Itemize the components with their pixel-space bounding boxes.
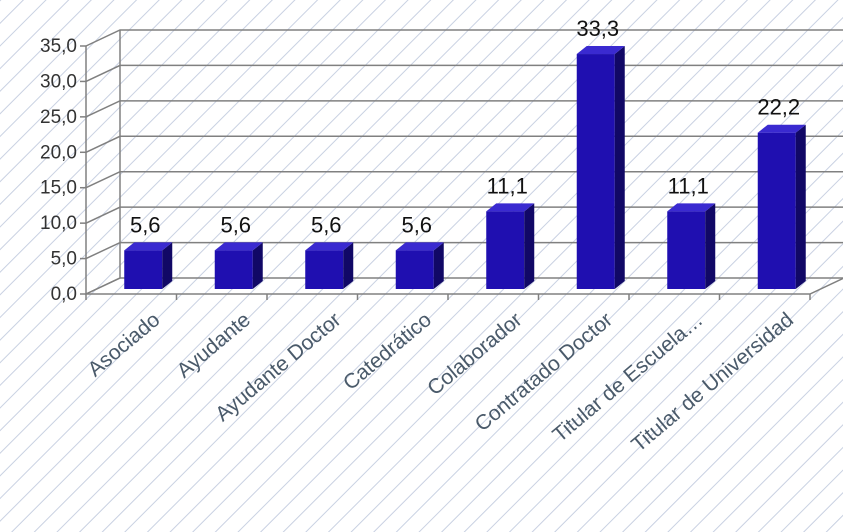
y-tick-label: 5,0 — [51, 249, 77, 270]
y-tick-label: 15,0 — [40, 178, 77, 199]
bar — [757, 124, 806, 289]
bar-side — [614, 46, 625, 289]
bar-top — [124, 242, 173, 251]
bars — [124, 46, 806, 289]
bar-side — [433, 242, 444, 289]
bar-side — [252, 242, 263, 289]
gridline — [85, 29, 843, 47]
y-tick-label: 25,0 — [40, 107, 77, 128]
y-tick-label: 35,0 — [40, 36, 77, 57]
bar-top — [757, 124, 806, 133]
bar-front — [305, 250, 344, 289]
bar-front — [667, 211, 706, 289]
bar-top — [667, 203, 716, 212]
data-label: 5,6 — [401, 212, 432, 237]
data-label: 5,6 — [311, 212, 342, 237]
y-tick-label: 0,0 — [51, 284, 77, 305]
bar-front — [486, 211, 525, 289]
data-label: 22,2 — [757, 95, 800, 120]
bar-side — [162, 242, 173, 289]
bar — [395, 242, 444, 289]
bar — [305, 242, 354, 289]
data-label: 5,6 — [220, 212, 251, 237]
bar-top — [576, 46, 625, 55]
bar-front — [124, 250, 163, 289]
bar — [576, 46, 625, 289]
bar-top — [486, 203, 535, 212]
bar-top — [395, 242, 444, 251]
bar — [124, 242, 173, 289]
bar-side — [343, 242, 354, 289]
bar-side — [795, 124, 806, 289]
bar-top — [305, 242, 354, 251]
data-label: 33,3 — [576, 16, 619, 41]
bar — [667, 203, 716, 289]
bar-side — [524, 203, 535, 289]
y-tick-label: 10,0 — [40, 213, 77, 234]
data-label: 11,1 — [668, 173, 709, 198]
bar-front — [757, 132, 796, 289]
bar — [214, 242, 263, 289]
y-axis-tick-labels: 0,0 5,0 10,0 15,0 20,0 25,0 30,0 35,0 — [40, 36, 77, 305]
bar-side — [705, 203, 716, 289]
bar-front — [214, 250, 253, 289]
data-labels: 5,6 5,6 5,6 5,6 11,1 33,3 11,1 22,2 — [130, 16, 800, 237]
y-tick-label: 30,0 — [40, 71, 77, 92]
bar — [486, 203, 535, 289]
y-tick-label: 20,0 — [40, 142, 77, 163]
data-label: 5,6 — [130, 212, 161, 237]
bar-front — [576, 54, 615, 289]
bar-top — [214, 242, 263, 251]
data-label: 11,1 — [487, 173, 528, 198]
bar-front — [395, 250, 434, 289]
